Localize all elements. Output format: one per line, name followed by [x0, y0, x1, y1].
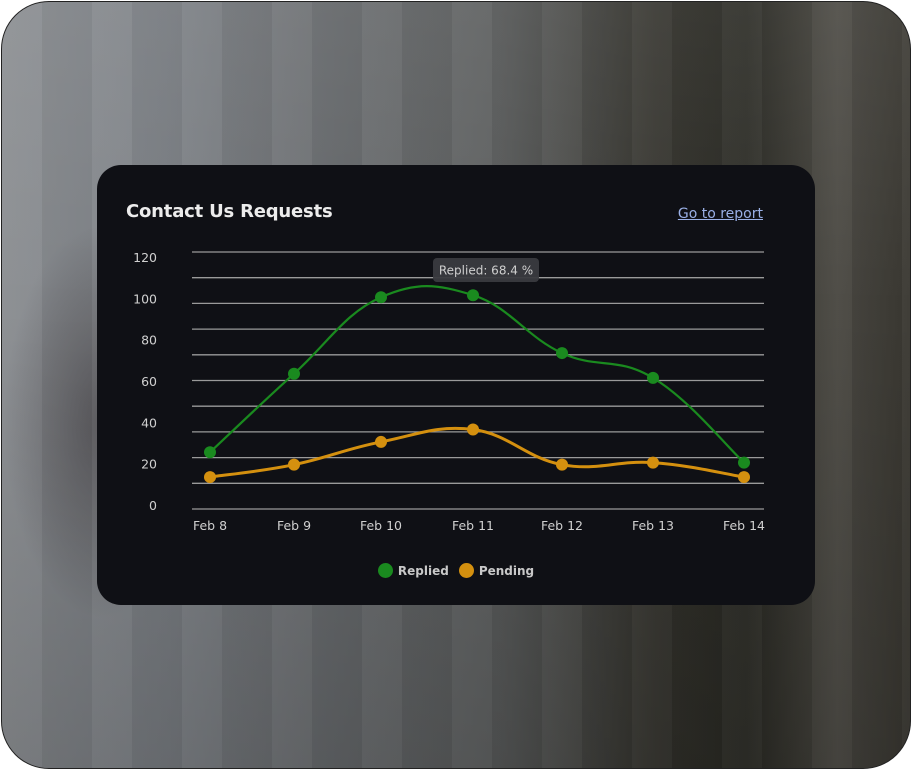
- pending-data-point[interactable]: [647, 456, 659, 469]
- card-title: Contact Us Requests: [126, 201, 333, 222]
- chart-legend: Replied Pending: [97, 563, 815, 578]
- replied-data-point[interactable]: [288, 367, 300, 380]
- legend-label: Pending: [478, 563, 535, 578]
- legend-item-replied[interactable]: Replied: [377, 563, 449, 578]
- legend-dot-icon: [458, 563, 474, 578]
- pending-data-point[interactable]: [556, 458, 568, 471]
- replied-data-point[interactable]: [375, 291, 387, 304]
- legend-item-pending[interactable]: Pending: [458, 563, 535, 578]
- y-axis-tick-label: 40: [141, 415, 157, 430]
- x-axis-tick-label: Feb 13: [632, 518, 674, 533]
- replied-data-point[interactable]: [556, 347, 568, 360]
- y-axis-tick-label: 0: [149, 498, 157, 513]
- pending-data-point[interactable]: [467, 423, 479, 436]
- replied-data-point[interactable]: [467, 289, 479, 302]
- pending-line: [209, 426, 745, 479]
- go-to-report-link[interactable]: Go to report: [677, 206, 763, 222]
- x-axis-tick-label: Feb 14: [723, 518, 765, 533]
- x-axis-tick-label: Feb 9: [277, 518, 311, 533]
- contact-requests-card: Contact Us Requests Go to report 0 20 40 60…: [97, 165, 815, 605]
- x-axis-tick-label: Feb 11: [452, 518, 494, 533]
- x-axis-tick-label: Feb 10: [360, 518, 402, 533]
- x-axis-tick-label: Feb 8: [193, 518, 227, 533]
- pending-data-point[interactable]: [204, 471, 216, 484]
- y-axis-tick-label: 20: [141, 457, 157, 472]
- line-chart: 0 20 40 60 80 100 120 Feb 8 Feb 9 Feb 10 Feb 11 Feb…: [133, 250, 765, 533]
- tooltip-text: Replied: 68.4 %: [439, 264, 533, 278]
- replied-data-point[interactable]: [647, 371, 659, 384]
- x-axis-tick-label: Feb 12: [541, 518, 583, 533]
- y-axis-tick-label: 120: [133, 250, 157, 265]
- replied-data-point[interactable]: [738, 456, 750, 469]
- legend-label: Replied: [397, 563, 449, 578]
- y-axis-tick-label: 60: [141, 374, 157, 389]
- y-axis-tick-label: 80: [141, 333, 157, 348]
- pending-data-point[interactable]: [375, 435, 387, 448]
- pending-data-point[interactable]: [738, 471, 750, 484]
- replied-data-point[interactable]: [204, 446, 216, 459]
- pending-data-point[interactable]: [288, 458, 300, 471]
- tooltip-box: [433, 258, 539, 282]
- legend-dot-icon: [377, 563, 393, 578]
- y-axis-tick-label: 100: [133, 291, 157, 306]
